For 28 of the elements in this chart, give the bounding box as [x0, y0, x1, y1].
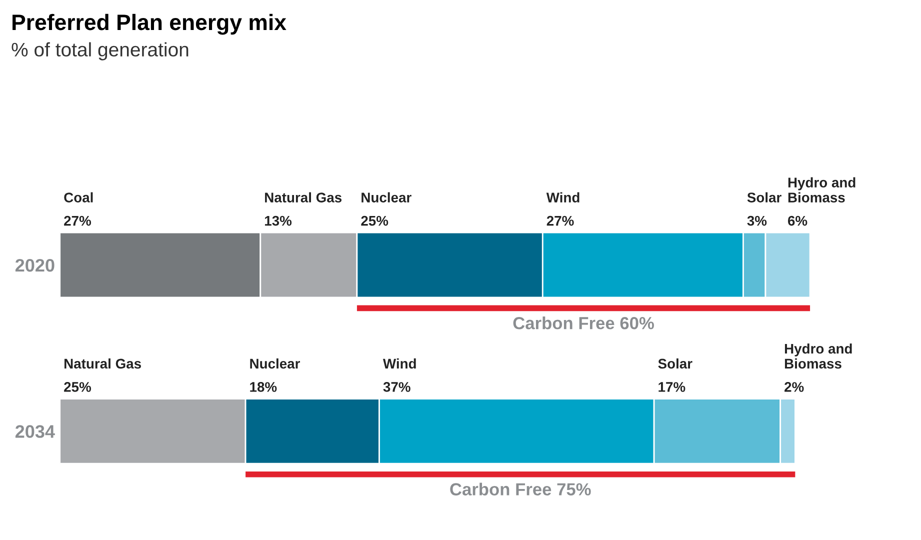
text: Wind [382, 358, 416, 369]
data-label: 37% [383, 382, 410, 392]
y-tick-label: 2034 [15, 425, 55, 438]
annotation: Carbon Free 60% [513, 316, 654, 330]
data-label: 17% [658, 382, 686, 392]
data-label: 6% [788, 216, 808, 226]
data-label: 27% [546, 216, 574, 226]
text: Coal [64, 192, 93, 202]
data-label: 2% [784, 382, 804, 392]
text: Nuclear [362, 192, 412, 202]
data-label: 18% [250, 382, 277, 392]
text: Solar [658, 358, 692, 369]
text: Natural Gas [265, 192, 342, 202]
data-label: 25% [361, 216, 388, 226]
text: Hydro and Biomass [784, 343, 852, 369]
data-label: 27% [64, 216, 92, 226]
text: Natural Gas [64, 358, 141, 369]
text: Solar [747, 192, 782, 202]
data-label: 25% [64, 382, 92, 392]
data-label: 13% [264, 216, 292, 226]
chart-subtitle: % of total generation [12, 42, 188, 60]
annotation: Carbon Free 75% [450, 482, 591, 496]
data-label: 3% [747, 216, 767, 226]
text: Hydro and Biomass [788, 177, 856, 202]
y-tick-label: 2020 [15, 258, 54, 272]
text: Wind [546, 192, 580, 202]
chart-title: Preferred Plan energy mix [12, 14, 286, 35]
text: Nuclear [250, 358, 300, 369]
